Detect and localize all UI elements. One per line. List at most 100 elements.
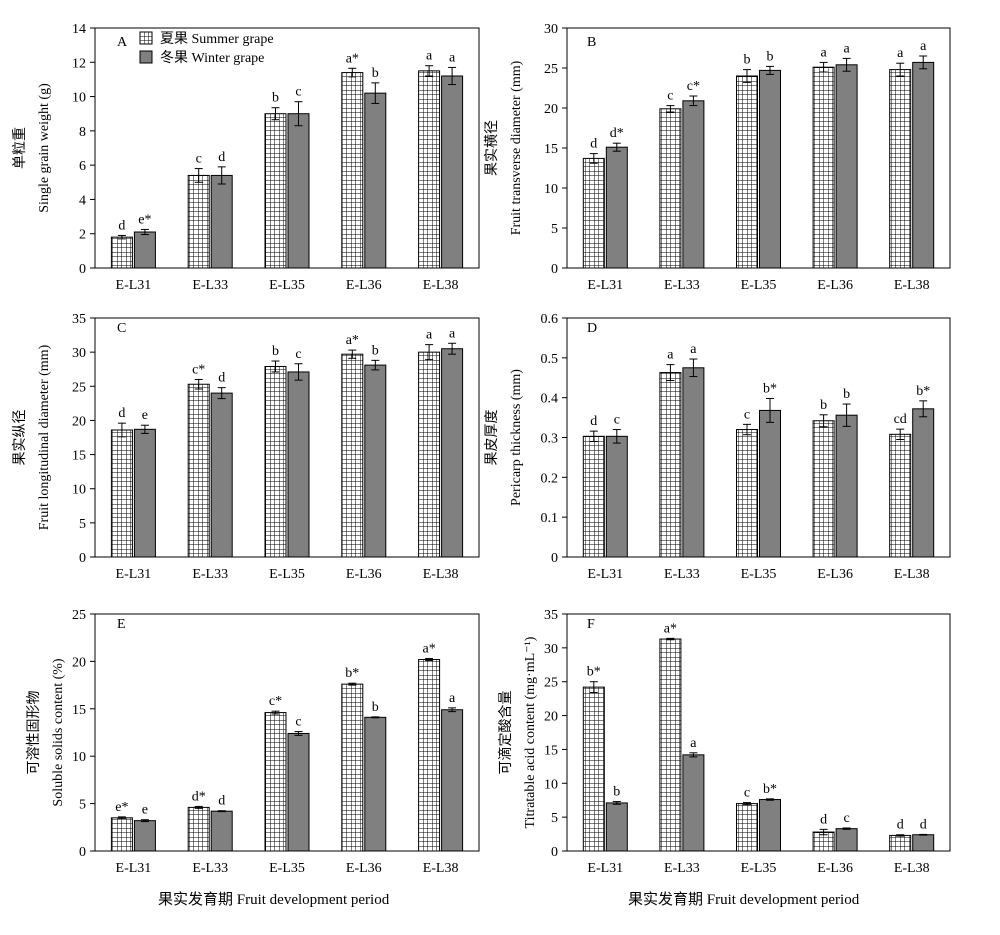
panel-a-xtick-label: E-L36 [346, 278, 382, 293]
panel-e-bar-winter [441, 709, 464, 852]
panel-b-bar-winter [605, 146, 628, 269]
panel-b-sig-label: a [920, 39, 927, 54]
panel-f-sig-label: d [897, 818, 904, 833]
panel-f-bar-summer [736, 803, 758, 852]
panel-c-sig-label: e [142, 408, 148, 423]
panel-a-xtick-label: E-L38 [423, 278, 459, 293]
panel-f-sig-label: a [690, 736, 697, 751]
panel-a-ytick-label: 8 [79, 125, 86, 140]
panel-f-ytick-label: 20 [544, 710, 558, 725]
legend-swatch-winter [139, 50, 153, 64]
panel-b-bar-summer [889, 69, 912, 269]
panel-b-sig-label: a [897, 46, 904, 61]
panel-b-xtick-label: E-L31 [587, 278, 623, 293]
panel-c-ytick-label: 5 [79, 517, 86, 532]
panel-d-sig-label: b* [916, 384, 930, 399]
panel-b-sig-label: b [767, 49, 774, 64]
panel-f-xtick-label: E-L33 [664, 861, 700, 876]
panel-c-bar-summer [418, 351, 441, 558]
panel-d-ytick-label: 0.1 [541, 511, 559, 526]
panel-a-ylabel-cn: 单粒重 [12, 127, 28, 169]
panel-a-xtick-label: E-L35 [269, 278, 305, 293]
panel-f-ylabel-cn: 可滴定酸含量 [497, 691, 514, 775]
panel-b-ylabel-en: Fruit transverse diameter (mm) [509, 60, 524, 235]
panel-d-xtick-label: E-L36 [817, 567, 853, 582]
panel-f-bar-winter [912, 834, 935, 852]
panel-e-xtick-label: E-L38 [423, 861, 459, 876]
panel-d-ytick-label: 0.6 [541, 312, 559, 327]
panel-c-sig-label: c [295, 347, 301, 362]
panel-d-ytick-label: 0.5 [541, 352, 559, 367]
panel-e-sig-label: c [295, 715, 301, 730]
panel-f-letter: F [587, 617, 595, 632]
panel-d-ytick-label: 0.4 [541, 392, 559, 407]
panel-a-bar-winter [133, 231, 156, 269]
panel-d-sig-label: c [744, 407, 750, 422]
panel-b-sig-label: c [667, 89, 673, 104]
panel-c-sig-label: b [372, 343, 379, 358]
panel-d-ytick-label: 0.2 [541, 471, 559, 486]
panel-d-ylabel-cn: 果皮厚度 [484, 410, 500, 466]
panel-d-xtick-label: E-L35 [741, 567, 777, 582]
panel-f-frame [566, 613, 951, 852]
panel-d-sig-label: cd [894, 412, 907, 427]
panel-a-xtick-label: E-L31 [116, 278, 152, 293]
panel-f-sig-label: d [920, 817, 927, 832]
panel-b-ytick-label: 5 [551, 222, 558, 237]
panel-c-xtick-label: E-L33 [192, 567, 228, 582]
panel-d-sig-label: d [590, 414, 597, 429]
panel-b-sig-label: b [744, 53, 751, 68]
panel-a-bar-summer [341, 72, 364, 269]
panel-a-sig-label: c [196, 152, 202, 167]
panel-e-sig-label: e [142, 803, 148, 818]
panel-f-ytick-label: 0 [551, 845, 558, 860]
panel-b-bar-winter [835, 64, 858, 269]
panel-d-ytick-label: 0 [551, 551, 558, 566]
panel-c-frame [94, 317, 480, 558]
panel-c-bar-summer [264, 365, 287, 558]
panel-c-xtick-label: E-L35 [269, 567, 305, 582]
panel-d-bar-summer [812, 420, 835, 558]
panel-d-xtick-label: E-L38 [894, 567, 930, 582]
panel-a-bar-summer [418, 70, 441, 269]
panel-b-sig-label: c* [687, 79, 700, 94]
panel-d-bar-winter [912, 408, 935, 558]
panel-f-sig-label: b* [587, 665, 601, 680]
panel-a-sig-label: d [118, 218, 125, 233]
panel-c-bar-winter [287, 371, 310, 558]
panel-f-xtick-label: E-L35 [741, 861, 777, 876]
panel-a-ytick-label: 10 [72, 91, 86, 106]
panel-b-bar-winter [912, 61, 935, 269]
panel-f-ytick-label: 10 [544, 777, 558, 792]
panel-a-ytick-label: 2 [79, 228, 86, 243]
panel-a-letter: A [117, 35, 128, 50]
panel-f-sig-label: c [843, 811, 849, 826]
panel-e-bar-summer [264, 712, 287, 852]
panel-a-sig-label: b [272, 91, 279, 106]
panel-f-xtick-label: E-L36 [817, 861, 853, 876]
panel-e-bar-summer [418, 659, 441, 852]
panel-e-sig-label: a* [422, 642, 435, 657]
panel-e-ytick-label: 25 [72, 608, 86, 623]
panel-b-ytick-label: 20 [544, 102, 558, 117]
panel-e-sig-label: d* [192, 789, 206, 804]
panel-f-sig-label: c [744, 786, 750, 801]
panel-b-xtick-label: E-L35 [741, 278, 777, 293]
panel-d-bar-summer [736, 429, 758, 558]
panel-f-ytick-label: 5 [551, 811, 558, 826]
panel-b-bar-summer [659, 108, 682, 269]
panel-c-sig-label: d [118, 406, 125, 421]
panel-e-sig-label: b* [345, 666, 359, 681]
panel-d-bar-summer [582, 435, 605, 558]
panel-a-xtick-label: E-L33 [192, 278, 228, 293]
panel-a-sig-label: b [372, 66, 379, 81]
panel-d-sig-label: a [690, 342, 697, 357]
panel-c-bar-summer [110, 429, 133, 558]
panel-c-bar-winter [441, 348, 464, 558]
panel-f-ytick-label: 25 [544, 676, 558, 691]
panel-a-sig-label: c [295, 85, 301, 100]
panel-b-xtick-label: E-L36 [817, 278, 853, 293]
panel-d-sig-label: b* [763, 381, 777, 396]
panel-d-sig-label: b [820, 398, 827, 413]
panel-c-xtick-label: E-L31 [116, 567, 152, 582]
